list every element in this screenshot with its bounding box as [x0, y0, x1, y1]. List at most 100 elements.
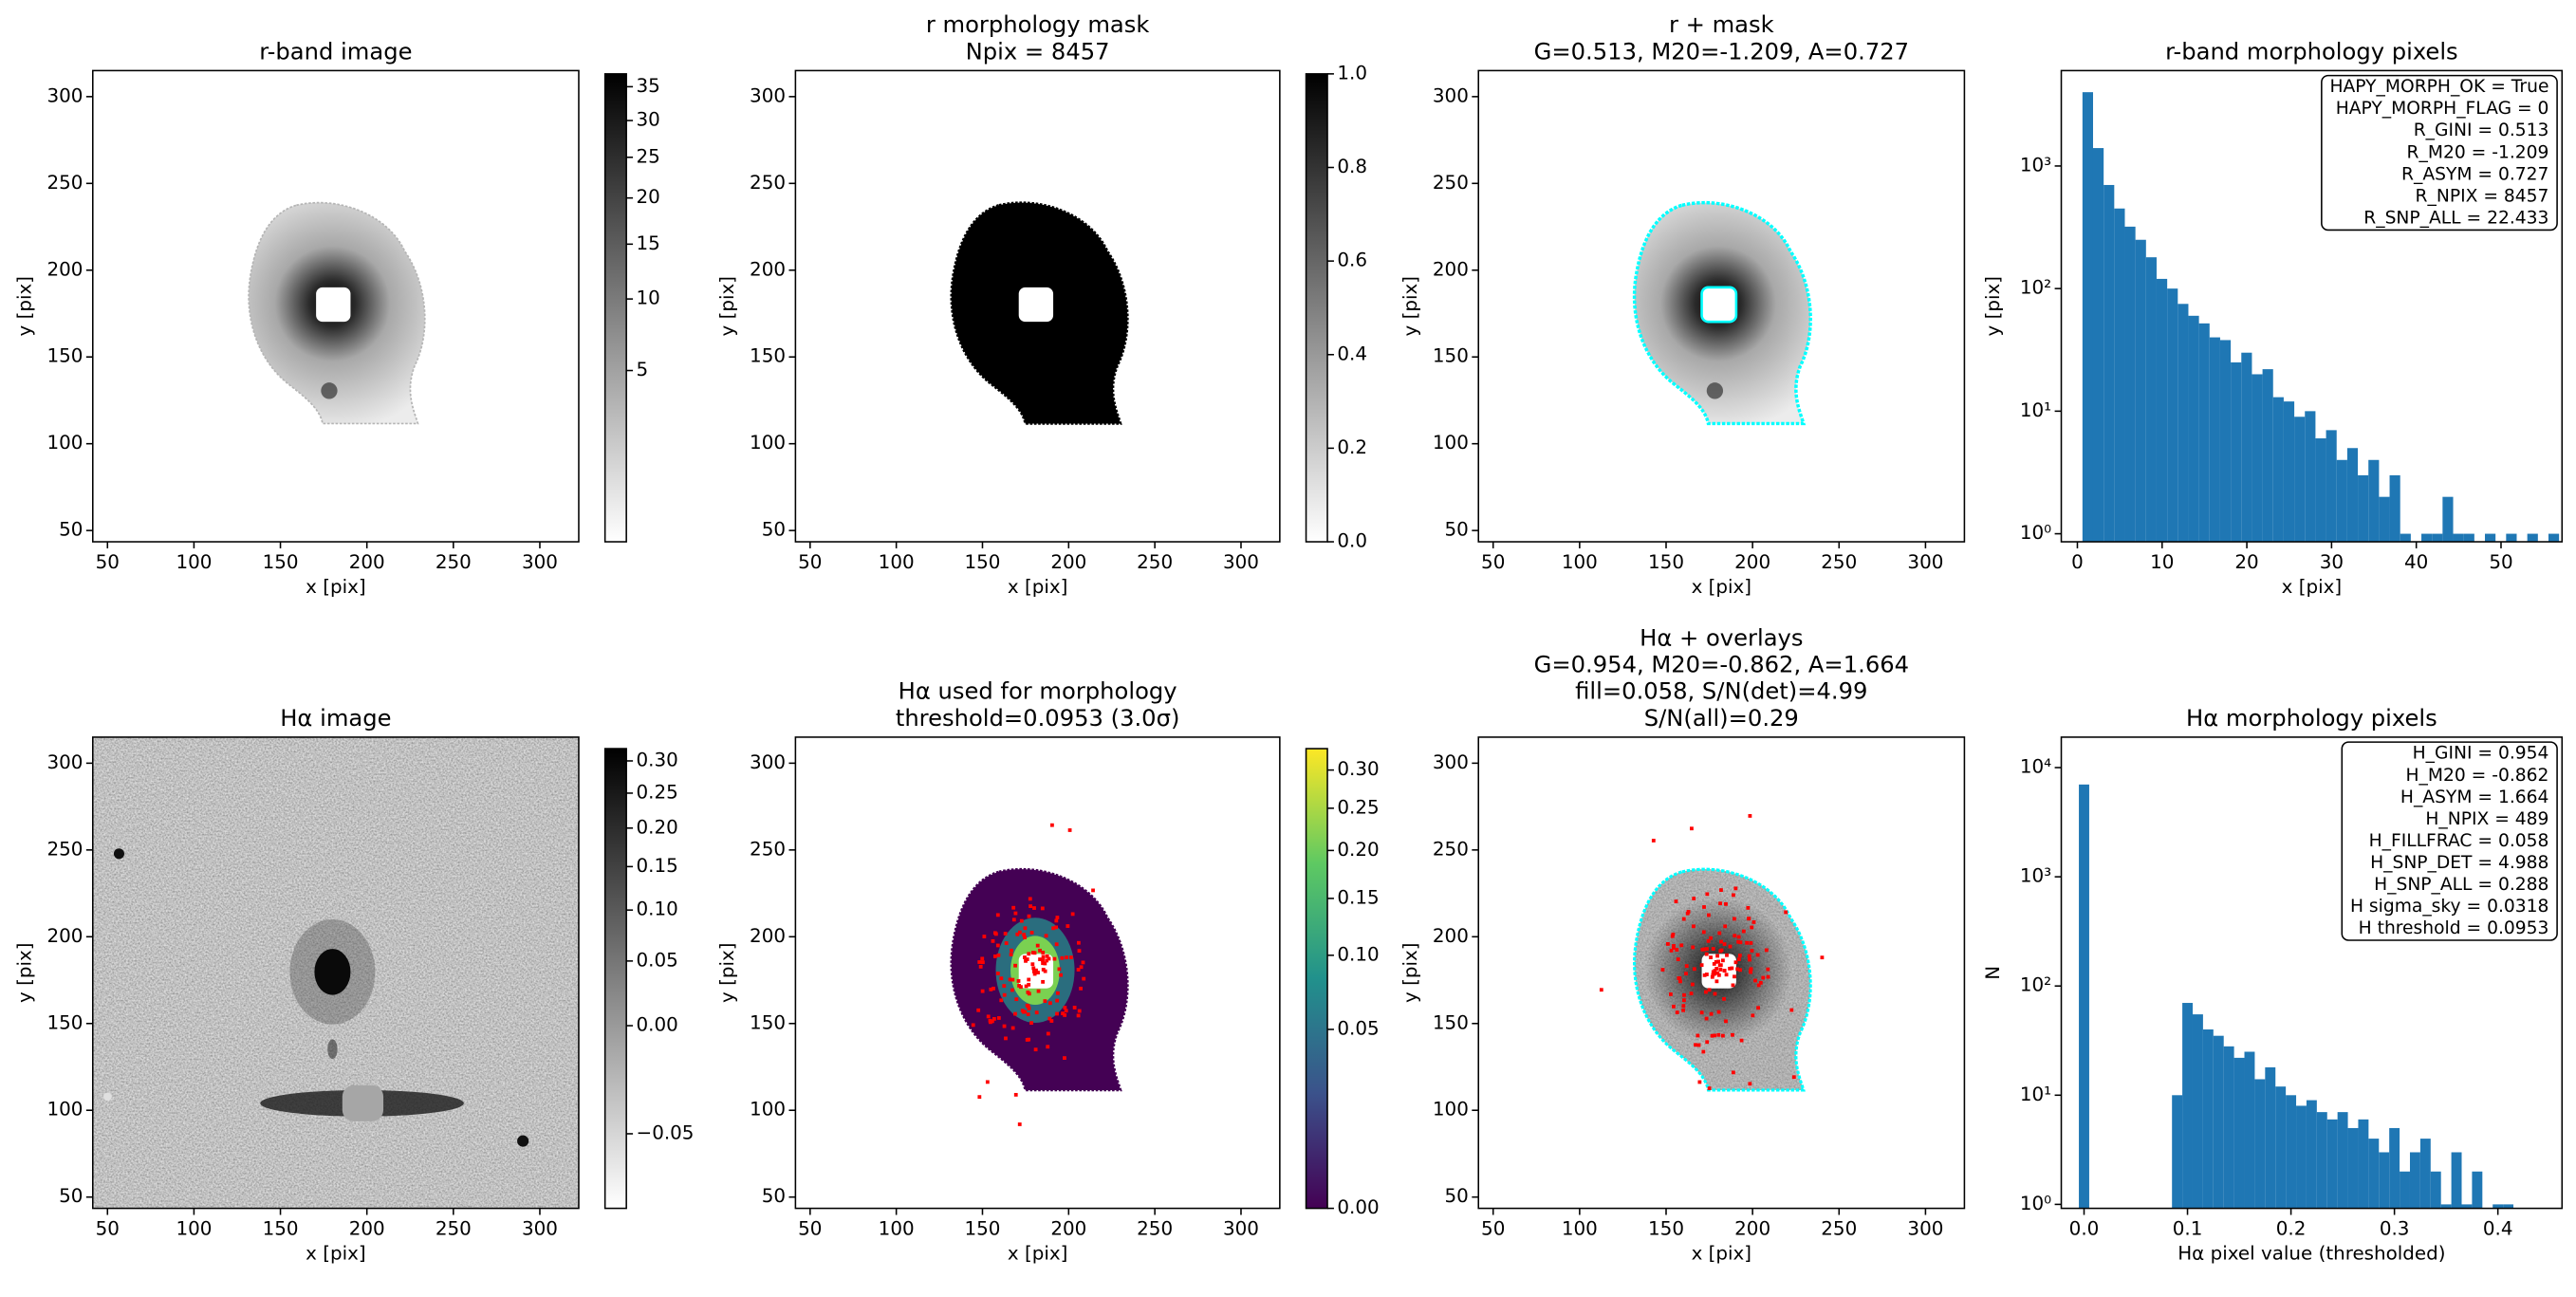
y-tick-label: 200: [1433, 925, 1469, 947]
overlay-dot: [989, 987, 993, 991]
overlay-dot: [1681, 1008, 1686, 1012]
overlay-dot: [1750, 925, 1754, 930]
overlay-dot: [1731, 983, 1735, 988]
overlay-dot: [1705, 892, 1710, 897]
overlay-dot: [1739, 1038, 1744, 1043]
annotation-line: R_NPIX = 8457: [2416, 186, 2549, 206]
x-tick-label: 10: [2150, 551, 2174, 573]
overlay-dot: [1038, 957, 1042, 962]
overlay-dot: [1746, 905, 1751, 910]
panel-title: r-band morphology pixels: [2165, 38, 2458, 65]
x-tick-label: 20: [2234, 551, 2258, 573]
histogram-bar: [2400, 533, 2411, 543]
overlay-dot: [1716, 959, 1721, 964]
histogram-bar: [2316, 1112, 2327, 1209]
x-tick-label: 0.4: [2483, 1218, 2513, 1240]
overlay-dot: [1063, 1006, 1067, 1010]
x-tick-label: 200: [349, 551, 385, 573]
overlay-dot: [1026, 990, 1030, 994]
overlay-dot: [1719, 888, 1723, 892]
y-tick-label: 100: [750, 432, 786, 454]
overlay-dot: [995, 972, 1000, 975]
colorbar-tick-label: 0.00: [637, 1014, 678, 1036]
overlay-dot: [1678, 979, 1682, 984]
overlay-dot: [1704, 1016, 1709, 1021]
overlay-dot: [1690, 982, 1695, 987]
overlay-dot: [986, 1014, 991, 1019]
histogram-bar: [2079, 784, 2089, 1209]
histogram-bar: [2346, 448, 2359, 543]
overlay-dot: [1079, 965, 1084, 970]
overlay-dot: [1691, 945, 1696, 950]
mask-picture: [950, 201, 1129, 425]
overlay-dot: [1713, 1033, 1716, 1038]
y-tick-label: 200: [750, 258, 786, 280]
overlay-dot: [1029, 1021, 1033, 1026]
overlay-dot: [1711, 947, 1715, 951]
y-tick-label: 250: [1433, 838, 1469, 860]
x-tick-label: 150: [263, 1218, 299, 1240]
x-tick-label: 250: [436, 1218, 472, 1240]
halpha-picture: [103, 848, 529, 1147]
histogram-bar: [2379, 496, 2390, 543]
x-tick-label: 100: [1562, 1218, 1598, 1240]
overlay-dot: [1011, 917, 1016, 922]
overlay-dot: [1766, 967, 1770, 972]
histogram-bar: [2451, 1152, 2462, 1209]
y-axis-label: y [pix]: [13, 276, 35, 337]
overlay-dot: [1714, 959, 1718, 964]
y-tick-label: 150: [46, 1011, 83, 1033]
annotation-line: H threshold = 0.0953: [2359, 918, 2549, 938]
x-tick-label: 0.3: [2380, 1218, 2410, 1240]
overlay-dot: [1715, 971, 1720, 975]
x-axis-label: x [pix]: [1008, 1243, 1068, 1265]
overlay-dot: [1033, 1047, 1038, 1052]
overlay-dot: [1670, 934, 1675, 938]
overlay-dot: [1002, 984, 1007, 989]
colorbar-tick-label: 30: [637, 109, 660, 131]
overlay-dot: [1697, 1080, 1702, 1084]
overlay-dot: [1008, 977, 1012, 982]
x-tick-label: 50: [96, 551, 120, 573]
y-axis-label: y [pix]: [1399, 943, 1421, 1004]
overlay-dot: [977, 1095, 982, 1100]
overlay-dot: [1722, 996, 1726, 1001]
overlay-dot: [1714, 979, 1719, 984]
overlay-dot: [1024, 958, 1028, 963]
y-tick-label: 200: [1433, 258, 1469, 280]
overlay-dot: [1747, 954, 1751, 958]
y-tick-label: 50: [59, 519, 83, 541]
histogram-bar: [2326, 430, 2337, 543]
overlay-dot: [1046, 1045, 1050, 1049]
overlay-dot: [1705, 1040, 1710, 1045]
colorbar-tick-label: 0.15: [1337, 886, 1379, 908]
overlay-dot: [1077, 1009, 1082, 1013]
overlay-dot: [1041, 979, 1046, 984]
overlay-dot: [1063, 1013, 1067, 1017]
overlay-dot: [1091, 888, 1095, 893]
histogram-bar: [2400, 1171, 2410, 1209]
x-tick-label: 100: [879, 551, 915, 573]
overlay-dot: [1011, 905, 1016, 910]
histogram-bar: [2223, 1046, 2234, 1209]
colorbar-tick-label: 0.8: [1337, 156, 1367, 177]
overlay-dot: [1054, 925, 1058, 930]
y-axis-label: y [pix]: [1399, 276, 1421, 337]
y-tick-label: 10¹: [2020, 1084, 2051, 1105]
y-tick-label: 200: [46, 925, 83, 947]
overlay-dot: [1055, 998, 1060, 1003]
y-tick-label: 300: [46, 84, 83, 106]
overlay-dot: [1047, 956, 1051, 961]
overlay-dot: [1714, 967, 1719, 971]
overlay-dot: [1735, 967, 1740, 972]
overlay-dot: [1054, 918, 1059, 923]
y-axis-label: y [pix]: [13, 943, 35, 1004]
overlay-dot: [1041, 951, 1046, 954]
overlay-dot: [1022, 933, 1027, 937]
overlay-dot: [1672, 1004, 1676, 1009]
overlay-dot: [1076, 968, 1081, 972]
axes-frame: [1477, 69, 1966, 543]
overlay-dot: [999, 976, 1004, 981]
histogram-bar: [2389, 474, 2400, 543]
overlay-dot: [1745, 940, 1750, 945]
